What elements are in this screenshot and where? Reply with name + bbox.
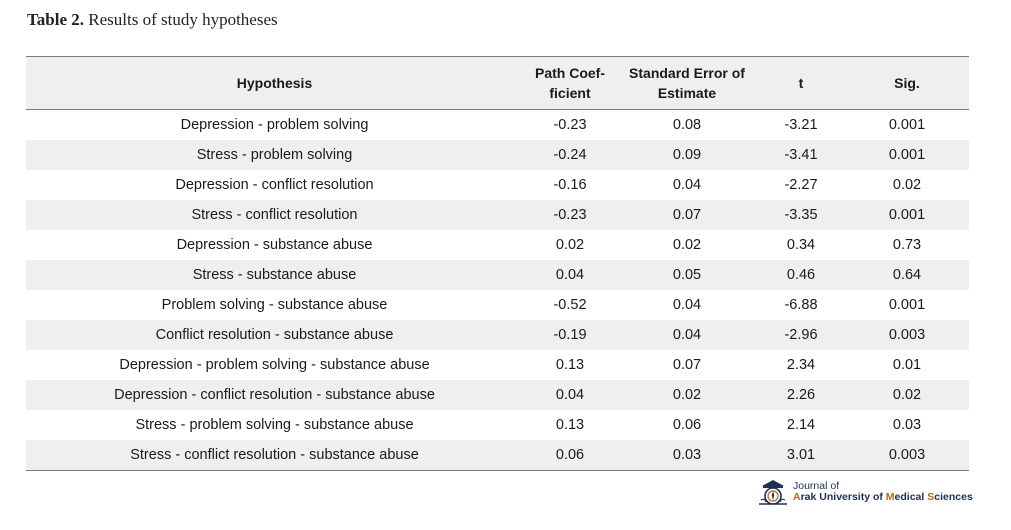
cell-path-coefficient: -0.16 [553, 177, 587, 193]
cell-standard-error: 0.04 [672, 177, 702, 193]
journal-name-line1: Journal of [793, 480, 840, 492]
table-caption-title: Results of study hypotheses [88, 10, 278, 29]
cell-path-coefficient: 0.02 [555, 237, 585, 253]
cell-hypothesis: Conflict resolution - substance abuse [26, 320, 523, 350]
cell-hypothesis: Depression - conflict resolution - subst… [26, 380, 523, 410]
header-path-line1: Path Coef- [535, 65, 605, 81]
results-table: Hypothesis Path Coef- ficient Standard E… [26, 56, 969, 471]
table-body: Depression - problem solving -0.23 0.08 -3.… [26, 110, 969, 471]
cell-path-coefficient: -0.23 [523, 200, 617, 230]
cell-standard-error: 0.08 [672, 117, 702, 133]
table-row: Depression - problem solving -0.23 0.08 -3.… [26, 110, 969, 141]
cell-t: -3.21 [784, 117, 818, 133]
cell-path-coefficient: 0.13 [555, 417, 585, 433]
cell-hypothesis: Stress - problem solving [26, 140, 523, 170]
cell-sig: 0.02 [892, 177, 922, 193]
cell-standard-error: 0.09 [617, 140, 757, 170]
table-row: Stress - problem solving - substance abu… [26, 410, 969, 440]
cell-hypothesis: Problem solving - substance abuse [161, 297, 388, 313]
table-caption-label: Table 2. [27, 10, 85, 29]
header-path-coefficient: Path Coef- ficient [523, 56, 617, 110]
table-row: Stress - substance abuse 0.04 0.05 0.46 0.64 [26, 260, 969, 290]
cell-standard-error: 0.05 [617, 260, 757, 290]
cell-sig: 0.73 [892, 237, 922, 253]
journal-name-line2: Arak University of Medical Sciences [793, 491, 973, 503]
table-row: Stress - conflict resolution - substance… [26, 440, 969, 471]
cell-path-coefficient: -0.23 [553, 117, 587, 133]
table-row: Problem solving - substance abuse -0.52 0.… [26, 290, 969, 320]
table-caption: Table 2. Results of study hypotheses [27, 10, 278, 30]
header-se-line1: Standard Error of [629, 65, 745, 81]
cell-sig: 0.64 [845, 260, 969, 290]
cell-t: 2.14 [786, 417, 816, 433]
cell-t: -3.35 [757, 200, 845, 230]
cell-t: 0.46 [757, 260, 845, 290]
cell-sig: 0.001 [845, 140, 969, 170]
table-row: Depression - problem solving - substance… [26, 350, 969, 380]
cell-hypothesis: Depression - problem solving [180, 117, 369, 133]
cell-standard-error: 0.07 [672, 357, 702, 373]
header-hypothesis: Hypothesis [26, 56, 523, 110]
cell-path-coefficient: -0.19 [523, 320, 617, 350]
cell-path-coefficient: 0.06 [523, 440, 617, 471]
journal-logo-block: Journal of Arak University of Medical Sc… [756, 477, 973, 507]
table-row: Depression - substance abuse 0.02 0.02 0.34… [26, 230, 969, 260]
cell-path-coefficient: 0.13 [555, 357, 585, 373]
table-row: Depression - conflict resolution - subst… [26, 380, 969, 410]
cell-standard-error: 0.07 [617, 200, 757, 230]
cell-path-coefficient: 0.04 [523, 380, 617, 410]
cell-hypothesis: Depression - conflict resolution [175, 177, 374, 193]
cell-standard-error: 0.03 [617, 440, 757, 471]
cell-hypothesis: Depression - substance abuse [176, 237, 373, 253]
table-row: Conflict resolution - substance abuse -0.… [26, 320, 969, 350]
cell-path-coefficient: -0.24 [523, 140, 617, 170]
table-row: Depression - conflict resolution -0.16 0.0… [26, 170, 969, 200]
cell-standard-error: 0.04 [617, 320, 757, 350]
cell-t: 0.34 [786, 237, 816, 253]
journal-seal-icon [759, 480, 787, 505]
header-standard-error: Standard Error of Estimate [617, 56, 757, 110]
cell-hypothesis: Stress - problem solving - substance abu… [135, 417, 414, 433]
cell-t: 2.34 [786, 357, 816, 373]
cell-t: -3.41 [757, 140, 845, 170]
table-row: Stress - conflict resolution -0.23 0.07 -3.… [26, 200, 969, 230]
cell-sig: 0.01 [892, 357, 922, 373]
cell-sig: 0.003 [845, 440, 969, 471]
cell-sig: 0.003 [845, 320, 969, 350]
cell-t: 2.26 [757, 380, 845, 410]
header-t: t [757, 56, 845, 110]
cell-t: -6.88 [784, 297, 818, 313]
cell-path-coefficient: 0.04 [523, 260, 617, 290]
table-row: Stress - problem solving -0.24 0.09 -3.41 0.… [26, 140, 969, 170]
cell-standard-error: 0.02 [617, 380, 757, 410]
cell-hypothesis: Stress - substance abuse [26, 260, 523, 290]
cell-sig: 0.02 [845, 380, 969, 410]
cell-hypothesis: Depression - problem solving - substance… [119, 357, 430, 373]
cell-sig: 0.03 [892, 417, 922, 433]
cell-t: -2.96 [757, 320, 845, 350]
cell-standard-error: 0.04 [672, 297, 702, 313]
cell-t: 3.01 [757, 440, 845, 471]
cell-standard-error: 0.06 [672, 417, 702, 433]
header-path-line2: ficient [549, 85, 591, 101]
cell-path-coefficient: -0.52 [553, 297, 587, 313]
cell-sig: 0.001 [888, 297, 926, 313]
table-header-row: Hypothesis Path Coef- ficient Standard E… [26, 56, 969, 110]
header-se-line2: Estimate [657, 85, 717, 101]
cell-t: -2.27 [784, 177, 818, 193]
header-sig: Sig. [845, 56, 969, 110]
cell-standard-error: 0.02 [672, 237, 702, 253]
journal-name: Journal of Arak University of Medical Sc… [793, 481, 973, 503]
cell-sig: 0.001 [888, 117, 926, 133]
cell-sig: 0.001 [845, 200, 969, 230]
cell-hypothesis: Stress - conflict resolution - substance… [26, 440, 523, 471]
cell-hypothesis: Stress - conflict resolution [26, 200, 523, 230]
